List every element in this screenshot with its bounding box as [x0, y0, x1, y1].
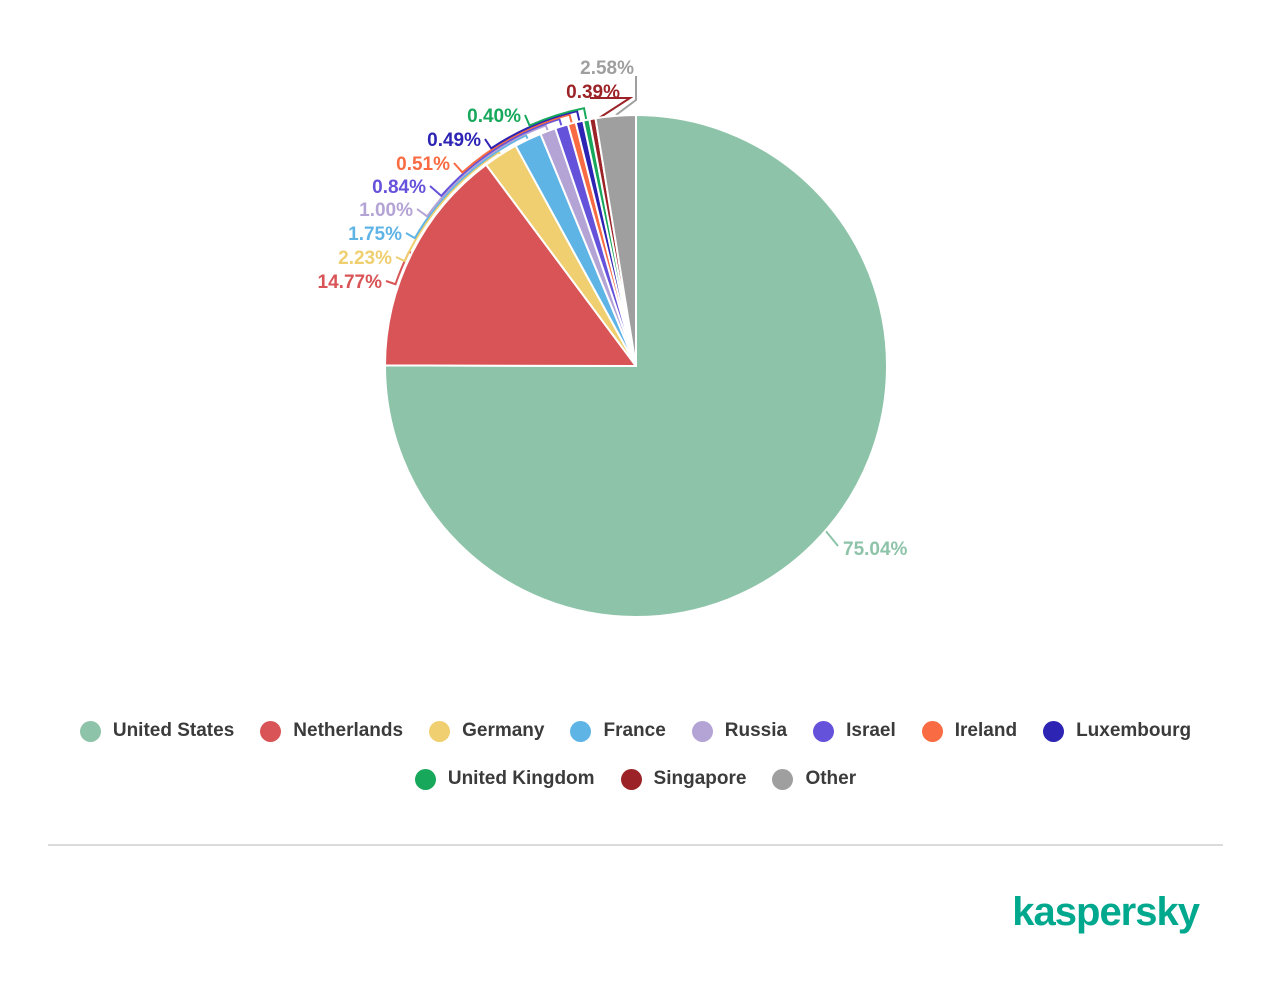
legend-row: United Kingdom Singapore Other: [0, 768, 1271, 790]
pie-slice-united-states[interactable]: [383, 114, 888, 618]
legend-marker-icon: [79, 720, 101, 742]
pie-chart: 75.04% 14.77% 2.23% 1.75% 1.00%0.84%0.51% 0.4…: [318, 58, 908, 618]
legend-marker-icon: [429, 720, 451, 742]
percentage-label-ireland: 0.51%: [396, 154, 450, 175]
percentage-label-germany: 2.23%: [338, 248, 392, 269]
legend-marker-icon: [414, 768, 436, 790]
legend-label: United States: [112, 720, 235, 741]
legend-item-ireland[interactable]: Ireland: [921, 720, 1018, 742]
legend-label: Ireland: [954, 720, 1018, 741]
connector-israel: [429, 117, 565, 198]
connector-russia: [416, 124, 552, 218]
legend-marker-icon: [813, 720, 835, 742]
footer-brand: kaspersky: [0, 890, 1271, 935]
connector-ireland: [453, 113, 575, 174]
connector-france: [405, 134, 533, 240]
legend-label: Russia: [724, 720, 788, 741]
legend-label: Singapore: [653, 768, 747, 789]
percentage-label-luxembourg: 0.49%: [427, 130, 481, 151]
pie-slices: [383, 114, 888, 618]
connector-singapore: [590, 97, 634, 121]
percentage-label-russia: 1.00%: [359, 200, 413, 221]
legend-item-singapore[interactable]: Singapore: [620, 768, 747, 790]
legend-item-france[interactable]: France: [570, 720, 666, 742]
connector-other: [615, 76, 637, 116]
legend-row: United States Netherlands Germany France Rus…: [0, 720, 1271, 742]
legend-label: Luxembourg: [1076, 720, 1192, 741]
connector-luxembourg: [484, 110, 583, 150]
percentage-label-united-states: 75.04%: [843, 539, 908, 560]
chart-legend: United States Netherlands Germany France Rus…: [0, 720, 1271, 790]
percentage-label-israel: 0.84%: [372, 177, 426, 198]
percentage-label-singapore: 0.39%: [566, 82, 620, 103]
legend-marker-icon: [1043, 720, 1065, 742]
legend-label: Israel: [846, 720, 896, 741]
legend-item-germany[interactable]: Germany: [429, 720, 544, 742]
pie-slice-other[interactable]: [594, 114, 637, 367]
percentage-label-other: 2.58%: [580, 58, 634, 79]
legend-item-other[interactable]: Other: [772, 768, 856, 790]
legend-label: Other: [805, 768, 857, 789]
percentage-label-netherlands: 14.77%: [318, 272, 383, 293]
legend-item-israel[interactable]: Israel: [813, 720, 896, 742]
legend-label: France: [603, 720, 666, 741]
legend-marker-icon: [691, 720, 713, 742]
legend-marker-icon: [260, 720, 282, 742]
slice-percentage-labels: 75.04% 14.77% 2.23% 1.75% 1.00%0.84%0.51% 0.4…: [318, 58, 908, 560]
label-connectors: [385, 76, 839, 547]
connector-germany: [395, 150, 506, 263]
pie-slice-netherlands[interactable]: [384, 163, 637, 367]
legend-marker-icon: [921, 720, 943, 742]
legend-item-russia[interactable]: Russia: [691, 720, 788, 742]
legend-label: Netherlands: [293, 720, 404, 741]
legend-marker-icon: [772, 768, 794, 790]
legend-item-united-kingdom[interactable]: United Kingdom: [414, 768, 595, 790]
percentage-label-france: 1.75%: [348, 224, 402, 245]
kaspersky-logo: kaspersky: [1012, 890, 1200, 934]
legend-label: United Kingdom: [447, 768, 595, 789]
connector-united-kingdom: [524, 107, 589, 128]
footer-divider: [48, 844, 1223, 846]
percentage-label-united-kingdom: 0.40%: [467, 106, 521, 127]
legend-item-netherlands[interactable]: Netherlands: [260, 720, 403, 742]
legend-marker-icon: [620, 768, 642, 790]
legend-label: Germany: [462, 720, 545, 741]
legend-item-united-states[interactable]: United States: [79, 720, 235, 742]
legend-item-luxembourg[interactable]: Luxembourg: [1043, 720, 1191, 742]
legend-marker-icon: [570, 720, 592, 742]
